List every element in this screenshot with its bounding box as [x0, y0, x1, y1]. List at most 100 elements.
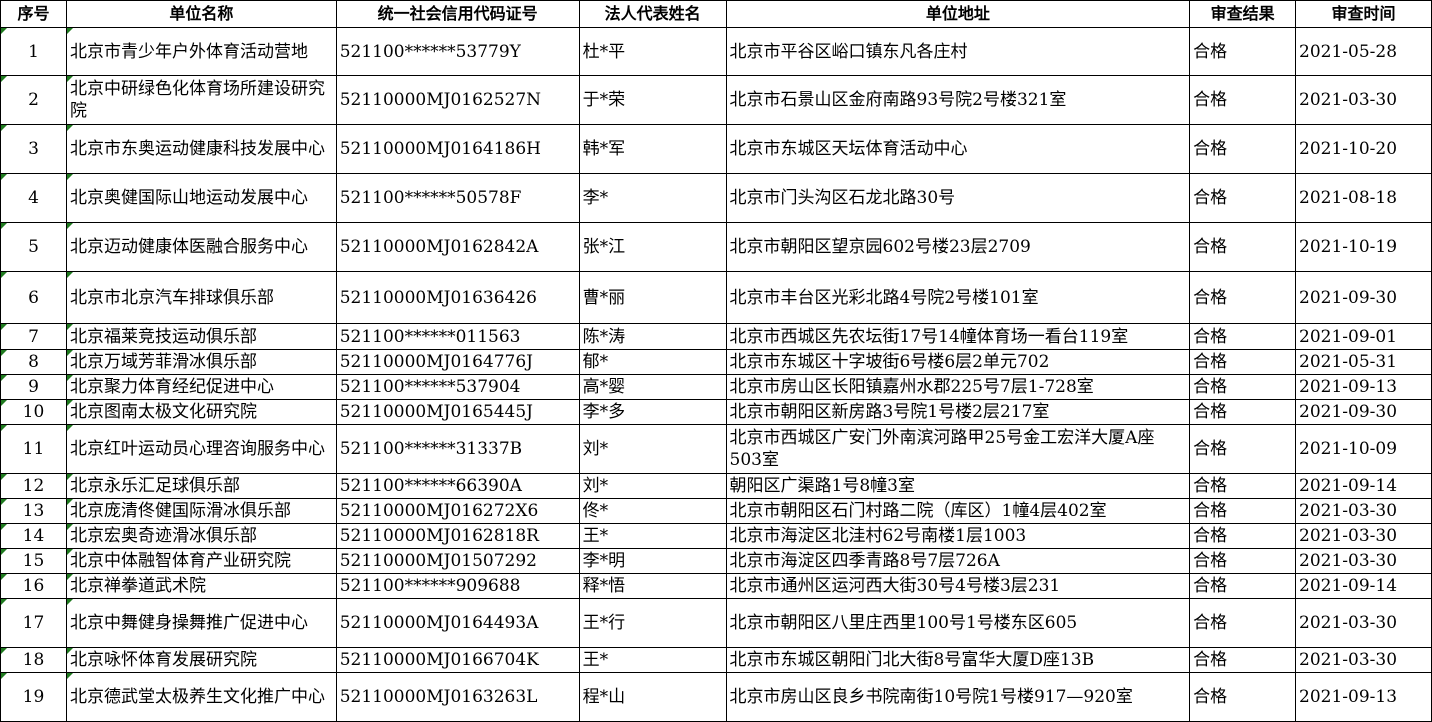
cell-result[interactable]: 合格 [1189, 573, 1297, 599]
cell-unit-name[interactable]: 北京图南太极文化研究院 [65, 399, 337, 425]
cell-address[interactable]: 北京市房山区长阳镇嘉州水郡225号7层1-728室 [725, 374, 1191, 400]
cell-credit-code[interactable]: 52110000MJ0162527N [335, 75, 580, 125]
cell-credit-code[interactable]: 52110000MJ0165445J [335, 399, 580, 425]
cell-unit-name[interactable]: 北京德武堂太极养生文化推广中心 [65, 672, 337, 722]
cell-date[interactable]: 2021-08-18 [1295, 173, 1432, 223]
cell-credit-code[interactable]: 52110000MJ0164493A [335, 598, 580, 648]
cell-address[interactable]: 北京市西城区广安门外南滨河路甲25号金工宏洋大厦A座503室 [725, 424, 1191, 474]
cell-credit-code[interactable]: 52110000MJ01636426 [335, 271, 580, 324]
cell-result[interactable]: 合格 [1189, 222, 1297, 272]
cell-credit-code[interactable]: 521100******909688 [335, 573, 580, 599]
cell-index[interactable]: 14 [0, 523, 67, 549]
cell-result[interactable]: 合格 [1189, 399, 1297, 425]
cell-credit-code[interactable]: 52110000MJ0164186H [335, 124, 580, 174]
header-result[interactable]: 审查结果 [1189, 0, 1297, 28]
cell-result[interactable]: 合格 [1189, 672, 1297, 722]
cell-credit-code[interactable]: 521100******011563 [335, 323, 580, 350]
cell-result[interactable]: 合格 [1189, 473, 1297, 499]
cell-index[interactable]: 8 [0, 349, 67, 375]
cell-result[interactable]: 合格 [1189, 323, 1297, 350]
cell-unit-name[interactable]: 北京中体融智体育产业研究院 [65, 548, 337, 574]
cell-address[interactable]: 北京市东城区天坛体育活动中心 [725, 124, 1191, 174]
cell-address[interactable]: 北京市海淀区四季青路8号7层726A [725, 548, 1191, 574]
cell-credit-code[interactable]: 52110000MJ0163263L [335, 672, 580, 722]
cell-address[interactable]: 北京市房山区良乡书院南街10号院1号楼917—920室 [725, 672, 1191, 722]
cell-index[interactable]: 7 [0, 323, 67, 350]
cell-address[interactable]: 北京市朝阳区石门村路二院（库区）1幢4层402室 [725, 498, 1191, 524]
cell-address[interactable]: 朝阳区广渠路1号8幢3室 [725, 473, 1191, 499]
cell-legal-rep[interactable]: 王* [578, 647, 727, 673]
cell-credit-code[interactable]: 52110000MJ01507292 [335, 548, 580, 574]
cell-legal-rep[interactable]: 曹*丽 [578, 271, 727, 324]
cell-legal-rep[interactable]: 李* [578, 173, 727, 223]
cell-unit-name[interactable]: 北京禅拳道武术院 [65, 573, 337, 599]
cell-legal-rep[interactable]: 杜*平 [578, 27, 727, 76]
cell-address[interactable]: 北京市石景山区金府南路93号院2号楼321室 [725, 75, 1191, 125]
cell-legal-rep[interactable]: 王* [578, 523, 727, 549]
cell-result[interactable]: 合格 [1189, 374, 1297, 400]
cell-address[interactable]: 北京市通州区运河西大街30号4号楼3层231 [725, 573, 1191, 599]
cell-legal-rep[interactable]: 释*悟 [578, 573, 727, 599]
cell-address[interactable]: 北京市海淀区北洼村62号南楼1层1003 [725, 523, 1191, 549]
cell-address[interactable]: 北京市平谷区峪口镇东凡各庄村 [725, 27, 1191, 76]
cell-date[interactable]: 2021-09-30 [1295, 271, 1432, 324]
cell-index[interactable]: 10 [0, 399, 67, 425]
cell-index[interactable]: 2 [0, 75, 67, 125]
cell-date[interactable]: 2021-09-14 [1295, 473, 1432, 499]
cell-result[interactable]: 合格 [1189, 75, 1297, 125]
cell-credit-code[interactable]: 52110000MJ0162842A [335, 222, 580, 272]
cell-result[interactable]: 合格 [1189, 424, 1297, 474]
header-unit-name[interactable]: 单位名称 [65, 0, 337, 28]
cell-unit-name[interactable]: 北京市东奥运动健康科技发展中心 [65, 124, 337, 174]
cell-result[interactable]: 合格 [1189, 349, 1297, 375]
cell-legal-rep[interactable]: 李*明 [578, 548, 727, 574]
cell-credit-code[interactable]: 521100******31337B [335, 424, 580, 474]
cell-credit-code[interactable]: 52110000MJ0164776J [335, 349, 580, 375]
cell-index[interactable]: 3 [0, 124, 67, 174]
cell-address[interactable]: 北京市东城区朝阳门北大街8号富华大厦D座13B [725, 647, 1191, 673]
header-date[interactable]: 审查时间 [1295, 0, 1432, 28]
cell-legal-rep[interactable]: 陈*涛 [578, 323, 727, 350]
cell-address[interactable]: 北京市朝阳区八里庄西里100号1号楼东区605 [725, 598, 1191, 648]
cell-credit-code[interactable]: 521100******50578F [335, 173, 580, 223]
cell-index[interactable]: 1 [0, 27, 67, 76]
cell-credit-code[interactable]: 521100******53779Y [335, 27, 580, 76]
cell-date[interactable]: 2021-10-09 [1295, 424, 1432, 474]
cell-unit-name[interactable]: 北京永乐汇足球俱乐部 [65, 473, 337, 499]
cell-credit-code[interactable]: 521100******537904 [335, 374, 580, 400]
cell-date[interactable]: 2021-03-30 [1295, 647, 1432, 673]
cell-result[interactable]: 合格 [1189, 647, 1297, 673]
cell-credit-code[interactable]: 521100******66390A [335, 473, 580, 499]
header-legal-rep[interactable]: 法人代表姓名 [578, 0, 727, 28]
cell-date[interactable]: 2021-03-30 [1295, 598, 1432, 648]
cell-address[interactable]: 北京市朝阳区新房路3号院1号楼2层217室 [725, 399, 1191, 425]
cell-date[interactable]: 2021-03-30 [1295, 498, 1432, 524]
cell-address[interactable]: 北京市朝阳区望京园602号楼23层2709 [725, 222, 1191, 272]
cell-index[interactable]: 5 [0, 222, 67, 272]
cell-result[interactable]: 合格 [1189, 598, 1297, 648]
cell-result[interactable]: 合格 [1189, 548, 1297, 574]
cell-date[interactable]: 2021-09-14 [1295, 573, 1432, 599]
cell-unit-name[interactable]: 北京宏奥奇迹滑冰俱乐部 [65, 523, 337, 549]
cell-legal-rep[interactable]: 张*江 [578, 222, 727, 272]
cell-legal-rep[interactable]: 程*山 [578, 672, 727, 722]
cell-date[interactable]: 2021-10-19 [1295, 222, 1432, 272]
cell-legal-rep[interactable]: 韩*军 [578, 124, 727, 174]
cell-index[interactable]: 6 [0, 271, 67, 324]
cell-unit-name[interactable]: 北京福莱竞技运动俱乐部 [65, 323, 337, 350]
cell-unit-name[interactable]: 北京万域芳菲滑冰俱乐部 [65, 349, 337, 375]
cell-index[interactable]: 13 [0, 498, 67, 524]
cell-result[interactable]: 合格 [1189, 271, 1297, 324]
cell-legal-rep[interactable]: 刘* [578, 424, 727, 474]
cell-unit-name[interactable]: 北京红叶运动员心理咨询服务中心 [65, 424, 337, 474]
header-credit-code[interactable]: 统一社会信用代码证号 [335, 0, 580, 28]
cell-result[interactable]: 合格 [1189, 523, 1297, 549]
cell-unit-name[interactable]: 北京市青少年户外体育活动营地 [65, 27, 337, 76]
cell-unit-name[interactable]: 北京咏怀体育发展研究院 [65, 647, 337, 673]
cell-credit-code[interactable]: 52110000MJ0162818R [335, 523, 580, 549]
cell-credit-code[interactable]: 52110000MJ016272X6 [335, 498, 580, 524]
cell-date[interactable]: 2021-09-30 [1295, 399, 1432, 425]
cell-address[interactable]: 北京市丰台区光彩北路4号院2号楼101室 [725, 271, 1191, 324]
cell-index[interactable]: 4 [0, 173, 67, 223]
cell-unit-name[interactable]: 北京中研绿色化体育场所建设研究院 [65, 75, 337, 125]
